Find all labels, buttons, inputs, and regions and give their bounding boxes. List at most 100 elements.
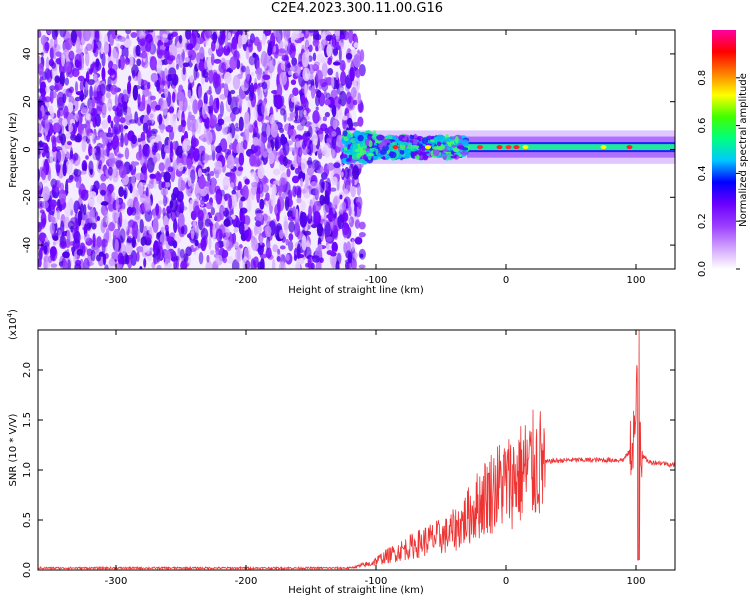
noise-blob [62,260,68,269]
noise-blob [215,254,223,266]
noise-blob [52,118,59,124]
noise-blob [119,117,126,124]
noise-blob [41,96,46,103]
noise-blob [321,81,329,92]
noise-blob [101,66,106,81]
noise-blob [146,245,150,255]
noise-blob [323,212,327,226]
noise-blob [88,68,93,75]
noise-blob [40,211,47,228]
spectrogram-x-tick-label: 0 [503,275,509,286]
noise-blob [84,120,91,136]
noise-blob [100,46,104,55]
noise-blob [273,30,280,38]
band-turbulence-blob [381,138,388,147]
noise-blob [252,137,259,146]
noise-blob [69,150,74,159]
noise-blob [293,254,298,262]
noise-blob [86,222,92,231]
noise-blob [229,56,238,70]
noise-blob [340,171,344,178]
noise-blob [130,32,138,38]
noise-blob [119,228,126,244]
band-turbulence-blob [457,145,465,150]
noise-blob [244,178,250,185]
noise-blob [96,194,104,204]
band-hotspot [425,145,431,150]
noise-blob [41,165,47,181]
noise-blob [88,210,96,223]
noise-blob [318,43,323,52]
noise-blob [250,171,257,177]
noise-blob [274,94,283,110]
noise-blob [227,132,233,146]
noise-blob [197,175,206,190]
noise-blob [92,233,96,248]
noise-blob [159,97,164,106]
noise-blob [60,133,67,146]
noise-blob [38,88,46,93]
noise-blob [244,228,249,240]
noise-blob [158,123,166,130]
noise-blob [211,177,216,191]
noise-blob [333,48,339,56]
noise-blob [204,116,210,129]
noise-blob [127,219,136,228]
noise-blob [144,30,151,35]
noise-blob [265,246,272,259]
noise-blob [289,42,296,59]
noise-blob [136,246,145,253]
noise-blob [101,104,107,119]
noise-blob [351,238,355,252]
noise-blob [117,153,124,158]
noise-blob [212,31,218,44]
noise-blob [49,38,54,49]
noise-blob [259,198,265,210]
noise-blob [248,39,253,53]
noise-blob [347,252,353,264]
noise-blob [131,69,136,79]
noise-blob [161,38,169,43]
noise-blob [304,83,308,99]
noise-blob [44,86,50,93]
noise-blob [85,113,92,121]
noise-blob [73,169,82,177]
noise-blob [131,174,136,187]
snr-y-tick-label: 0.0 [22,562,33,578]
spectrogram-noise-region [38,30,366,269]
band-turbulence-blob [435,134,444,141]
noise-blob [299,231,303,239]
band-turbulence-blob [367,134,374,137]
noise-blob [263,177,269,184]
noise-blob [215,122,223,132]
noise-blob [333,195,340,206]
noise-blob [273,45,277,53]
noise-blob [255,220,262,227]
noise-blob [38,110,43,120]
noise-blob [155,203,160,216]
noise-blob [245,46,250,60]
band-turbulence-blob [446,137,452,143]
noise-blob [331,104,337,118]
noise-blob [204,166,210,177]
noise-blob [76,248,83,256]
noise-blob [299,116,308,127]
noise-blob [324,221,331,237]
noise-blob [198,85,203,100]
noise-blob [280,108,286,116]
noise-blob [234,241,239,249]
noise-blob [294,217,300,224]
noise-blob [337,214,345,230]
noise-blob [321,61,328,78]
noise-blob [46,30,53,35]
noise-blob [77,75,85,82]
noise-blob [308,44,313,53]
noise-blob [292,159,298,168]
noise-blob [292,185,297,198]
band-turbulence-blob [446,153,454,161]
noise-blob [117,93,125,108]
noise-blob [82,203,87,216]
noise-blob [358,232,366,238]
noise-blob [206,89,213,95]
noise-blob [280,133,286,146]
